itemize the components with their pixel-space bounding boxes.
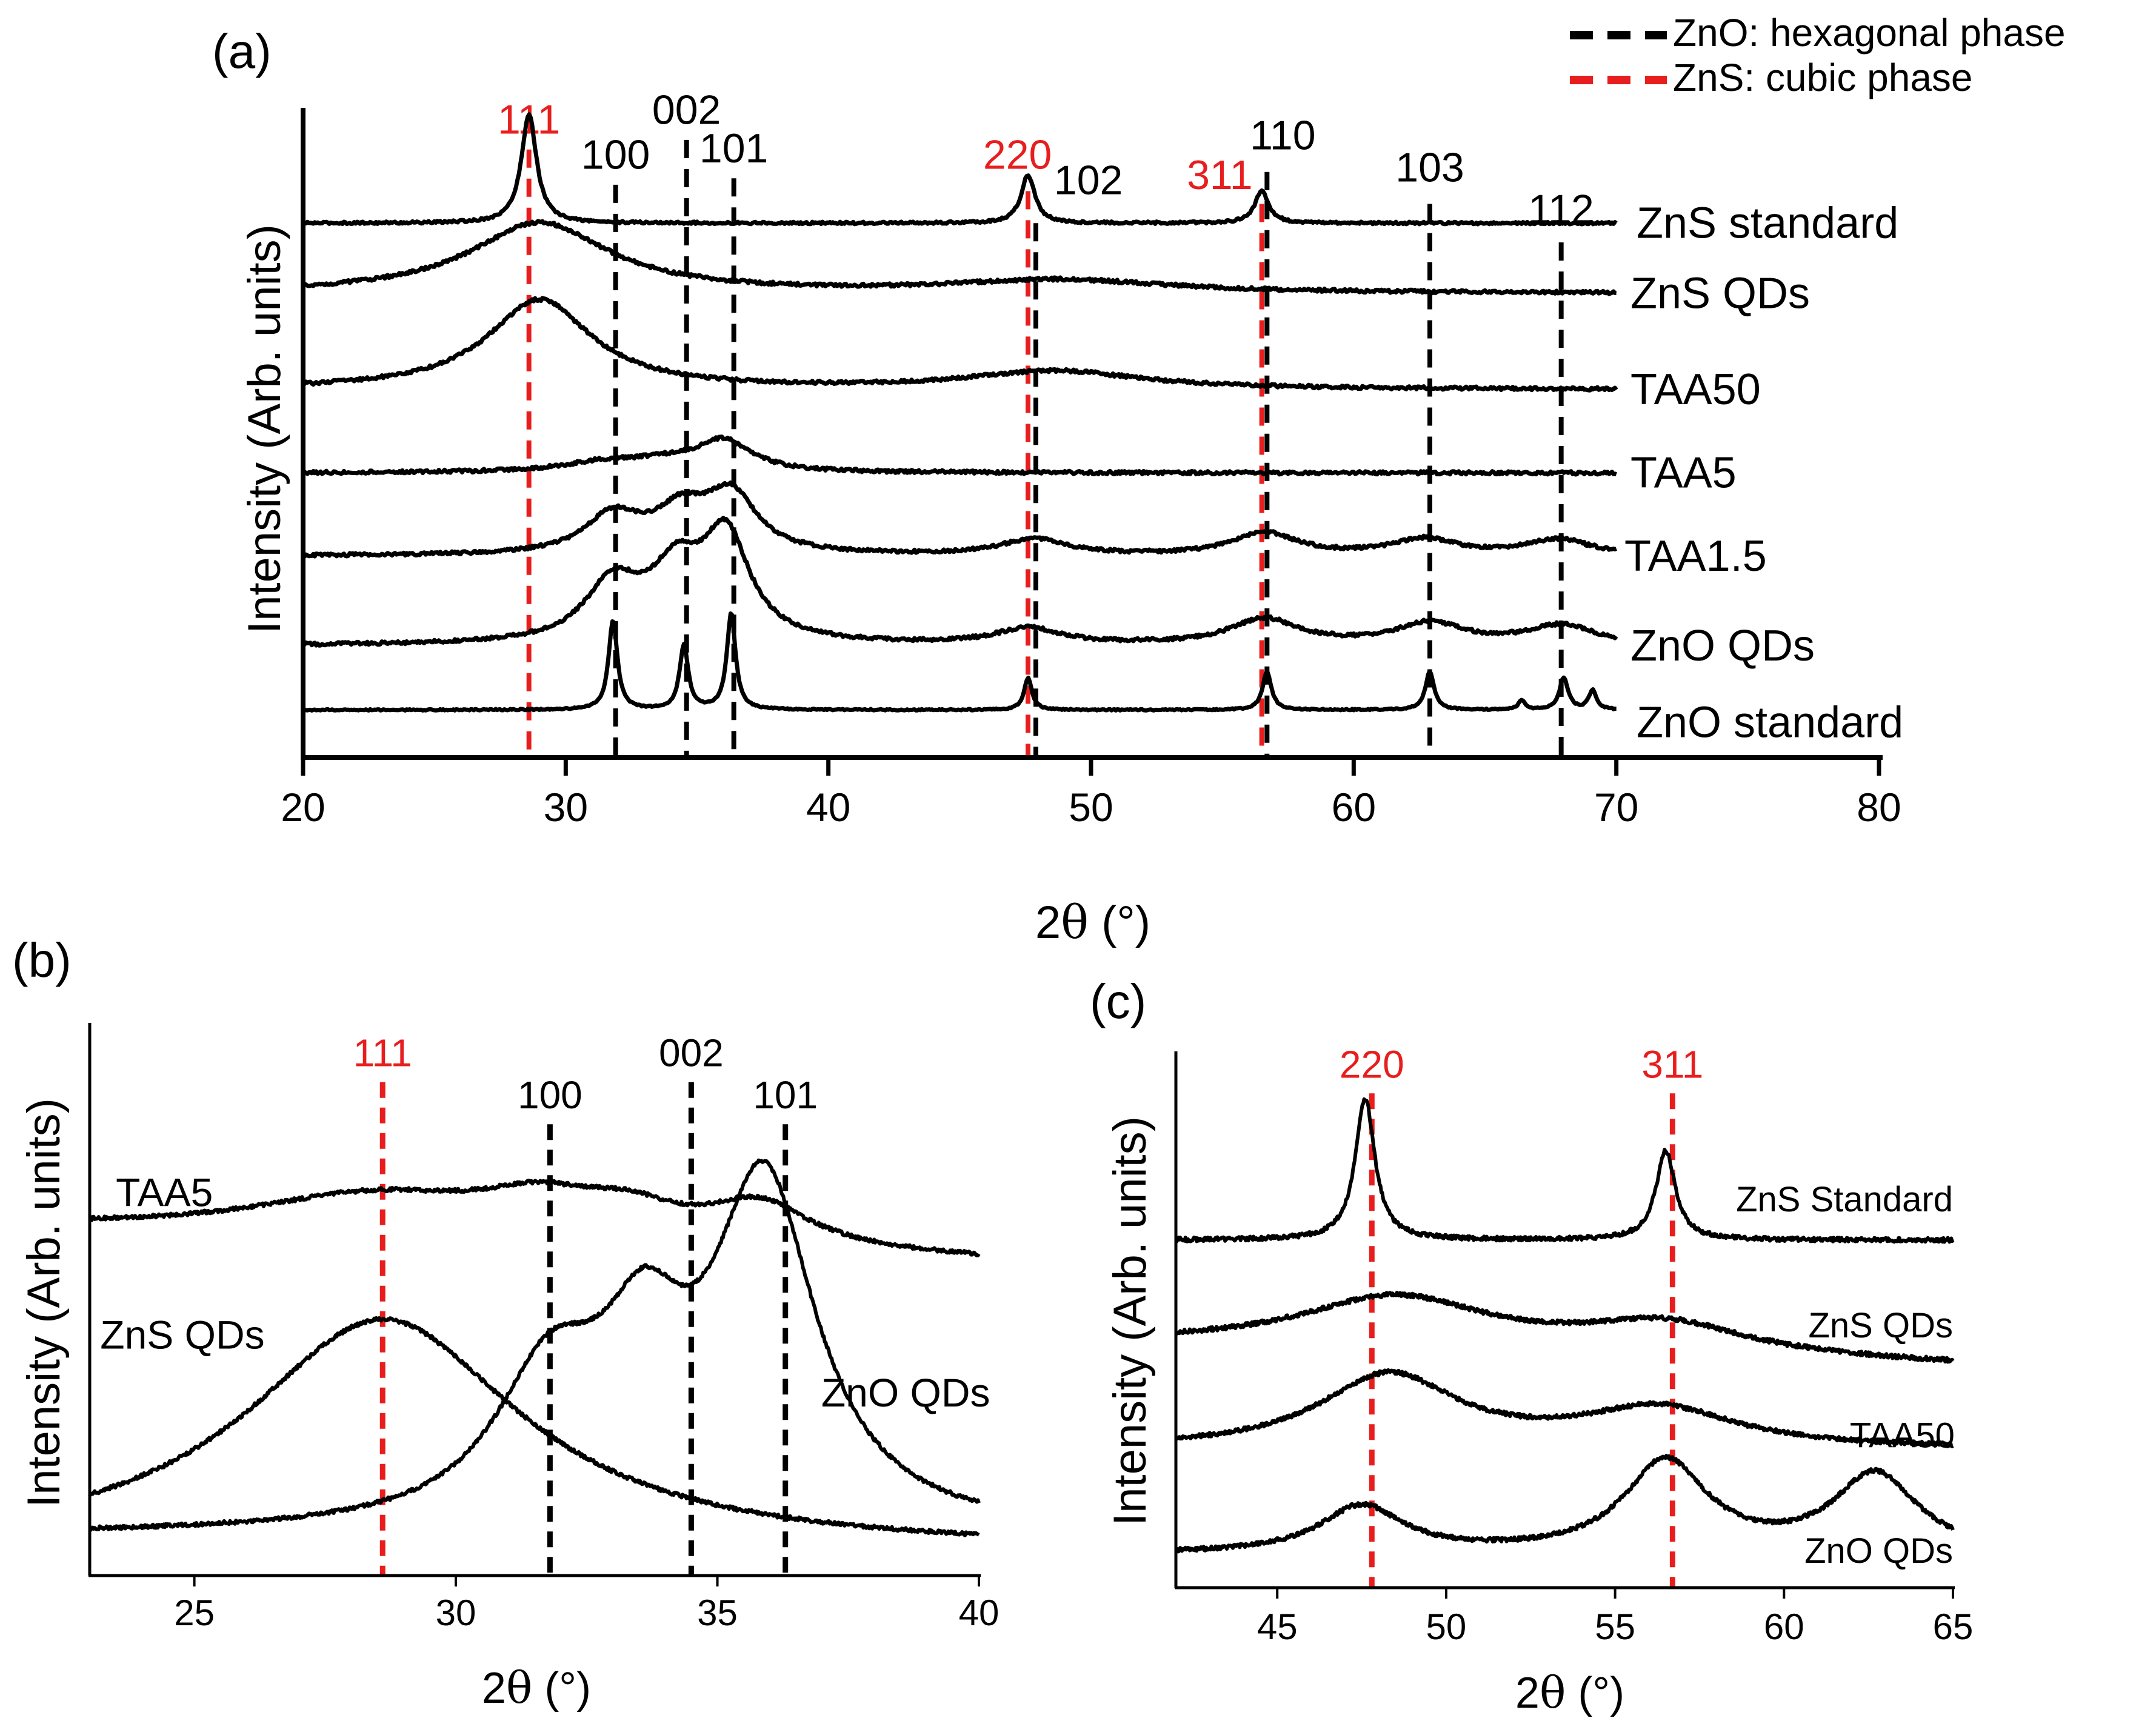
- reflection-label-002: 002: [652, 87, 721, 133]
- panel-a-x-label-suffix: (°): [1089, 897, 1150, 948]
- series-line-taa5: [302, 434, 1617, 477]
- panel-a-x-axis-label: 2θ (°): [1035, 895, 1150, 949]
- panel-c-x-label-theta: θ: [1540, 1667, 1566, 1718]
- x-tick-label-65: 65: [1933, 1606, 1974, 1647]
- panel-c-x-axis-label: 2θ (°): [1515, 1667, 1624, 1718]
- reflection-label-311: 311: [1187, 152, 1252, 198]
- series-line-zno-qds: [88, 1158, 981, 1532]
- x-tick-label-30: 30: [436, 1593, 476, 1633]
- reflection-label-111: 111: [353, 1031, 412, 1075]
- panel-b-x-axis-label: 2θ (°): [482, 1662, 591, 1713]
- x-tick-label-35: 35: [697, 1593, 738, 1633]
- panel-c-label: (c): [1090, 974, 1146, 1028]
- series-label-taa1-5: TAA1.5: [1624, 532, 1767, 581]
- x-tick-label-40: 40: [959, 1593, 1000, 1633]
- panel-c: (c) 220 311 45 50 55 60 65 Intensity (Arb. un…: [1090, 974, 1973, 1718]
- reflection-label-101: 101: [753, 1073, 818, 1117]
- panel-b-x-label-theta: θ: [506, 1662, 532, 1713]
- panel-b-x-label-suffix: (°): [532, 1664, 591, 1713]
- reflection-label-103: 103: [1395, 145, 1464, 191]
- series-line-taa50: [1174, 1368, 1954, 1448]
- series-label-taa50: TAA50: [1850, 1416, 1955, 1455]
- legend: ZnO: hexagonal phase ZnS: cubic phase: [1570, 11, 2066, 99]
- series-label-zns-qds: ZnS QDs: [1630, 270, 1810, 318]
- panel-c-x-label-suffix: (°): [1566, 1669, 1624, 1717]
- x-tick-label-40: 40: [806, 785, 850, 830]
- panel-b-series-labels: TAA5 ZnS QDs ZnO QDs: [100, 1170, 990, 1415]
- x-tick-label-25: 25: [174, 1593, 215, 1633]
- series-label-zno-qds: ZnO QDs: [821, 1370, 990, 1415]
- panel-b-ticks: 25 30 35 40: [174, 1576, 999, 1633]
- panel-b: (b) 111 100 002 101 25 30 35 40 Intensity (Arb…: [12, 933, 999, 1713]
- series-line-zno-qds: [302, 516, 1618, 648]
- series-label-zns-qds: ZnS QDs: [1809, 1306, 1954, 1345]
- reflection-label-100: 100: [518, 1073, 582, 1117]
- series-label-zno-standard: ZnO standard: [1637, 699, 1903, 747]
- panel-c-series: [1174, 1097, 1955, 1554]
- series-line-taa1-5: [301, 480, 1617, 559]
- panel-c-y-axis-label: Intensity (Arb. units): [1104, 1116, 1156, 1526]
- series-label-taa50: TAA50: [1630, 365, 1761, 414]
- reflection-label-101: 101: [699, 125, 768, 171]
- panel-a-x-label-prefix: 2: [1035, 897, 1061, 948]
- x-tick-label-55: 55: [1595, 1606, 1635, 1647]
- panel-b-series: [88, 1158, 981, 1537]
- panel-a-series: [301, 112, 1618, 713]
- x-tick-label-50: 50: [1426, 1606, 1467, 1647]
- reflection-label-002: 002: [659, 1031, 724, 1075]
- reflection-label-220: 220: [1340, 1042, 1404, 1086]
- reflection-label-311: 311: [1641, 1042, 1703, 1086]
- reflection-label-220: 220: [983, 131, 1052, 178]
- x-tick-label-70: 70: [1594, 785, 1638, 830]
- reflection-label-110: 110: [1250, 113, 1315, 159]
- panel-a-label: (a): [212, 24, 272, 78]
- x-tick-label-50: 50: [1069, 785, 1113, 830]
- panel-b-y-axis-label: Intensity (Arb. units): [18, 1098, 70, 1508]
- legend-cubic-label: ZnS: cubic phase: [1673, 56, 1973, 99]
- series-line-taa5: [88, 1179, 981, 1257]
- x-tick-label-60: 60: [1332, 785, 1376, 830]
- panel-b-x-label-prefix: 2: [482, 1664, 506, 1713]
- panel-b-reflection-lines: 111 100 002 101: [353, 1031, 818, 1576]
- x-tick-label-30: 30: [544, 785, 588, 830]
- series-line-zns-qds: [1175, 1291, 1955, 1364]
- series-label-zno-qds: ZnO QDs: [1804, 1531, 1953, 1571]
- panel-c-series-labels: ZnS Standard ZnS QDs TAA50 ZnO QDs: [1736, 1180, 1955, 1571]
- reflection-label-100: 100: [581, 131, 650, 178]
- series-label-zno-qds: ZnO QDs: [1630, 622, 1815, 670]
- panel-a-series-labels: ZnS standard ZnS QDs TAA50 TAA5 TAA1.5 Z…: [1624, 199, 1903, 747]
- series-line-zns-standard: [302, 112, 1618, 227]
- series-line-taa50: [302, 296, 1618, 393]
- panel-a-ticks: 20 30 40 50 60 70 80: [281, 757, 1901, 830]
- series-label-taa5: TAA5: [1630, 448, 1737, 497]
- series-line-zns-standard: [1174, 1097, 1955, 1244]
- series-label-zns-standard: ZnS Standard: [1736, 1180, 1953, 1219]
- panel-b-label: (b): [12, 933, 72, 987]
- series-line-zno-standard: [302, 611, 1617, 713]
- x-tick-label-20: 20: [281, 785, 325, 830]
- x-tick-label-80: 80: [1857, 785, 1901, 830]
- x-tick-label-45: 45: [1257, 1606, 1298, 1647]
- panel-a-y-axis-label: Intensity (Arb. units): [239, 224, 290, 634]
- series-line-zns-qds: [301, 219, 1617, 296]
- x-tick-label-60: 60: [1764, 1606, 1804, 1647]
- reflection-label-102: 102: [1054, 158, 1123, 204]
- series-label-zns-qds: ZnS QDs: [100, 1312, 264, 1357]
- series-label-taa5: TAA5: [116, 1170, 213, 1214]
- panel-c-x-label-prefix: 2: [1515, 1669, 1540, 1717]
- series-label-zns-standard: ZnS standard: [1637, 199, 1898, 247]
- legend-hexagonal-label: ZnO: hexagonal phase: [1673, 11, 2066, 55]
- series-line-zns-qds: [88, 1316, 980, 1537]
- panel-a-x-label-theta: θ: [1061, 895, 1089, 949]
- series-line-zno-qds: [1174, 1454, 1955, 1554]
- panel-c-ticks: 45 50 55 60 65: [1257, 1588, 1974, 1647]
